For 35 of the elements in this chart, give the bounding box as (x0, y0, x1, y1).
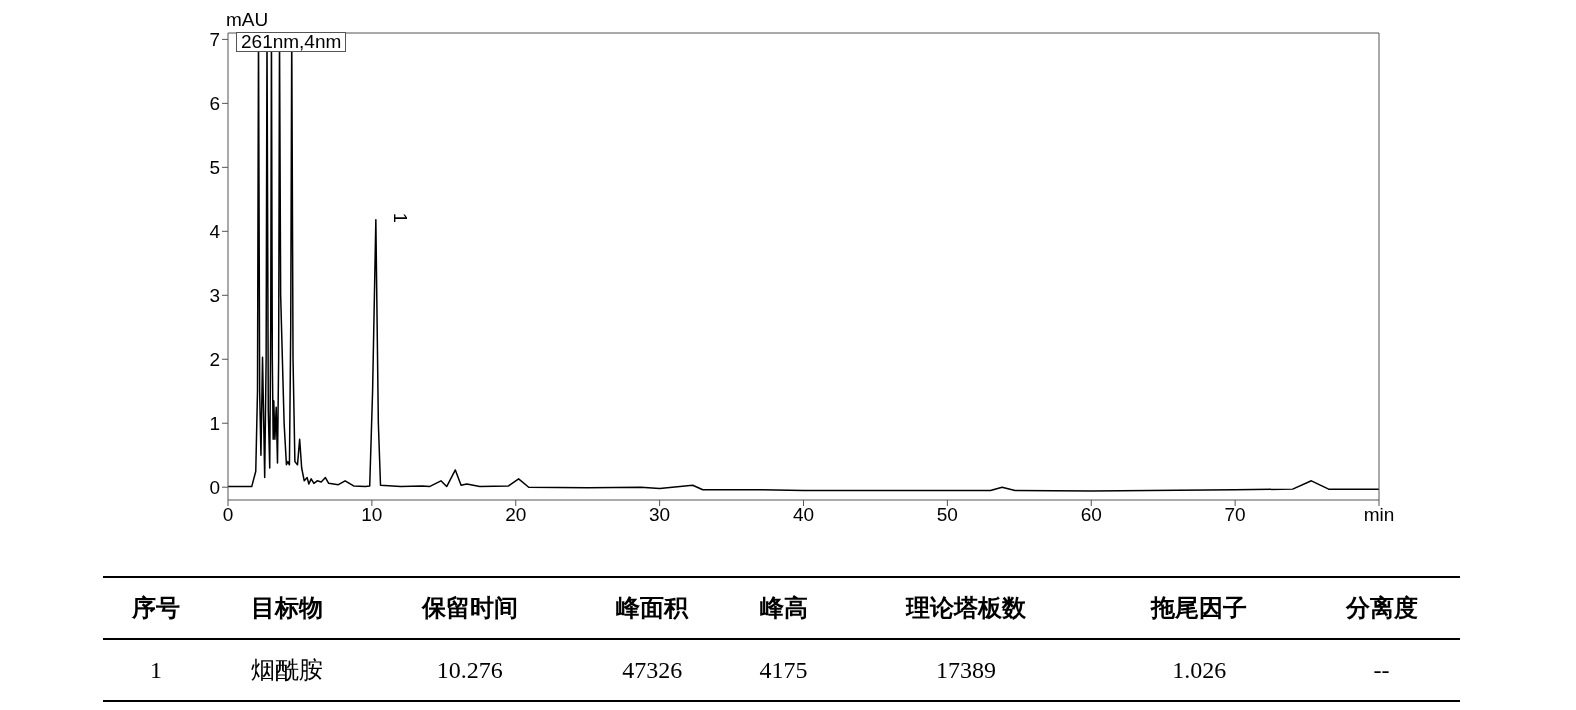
text: -- (1372, 655, 1391, 685)
x-tick-label: 10 (361, 504, 383, 526)
text: 理论塔板数 (904, 593, 1027, 624)
text: 1 (149, 655, 163, 685)
y-tick-label: 1 (209, 412, 220, 434)
y-tick-label: 5 (209, 157, 220, 179)
y-tick-label: 7 (209, 29, 220, 51)
y-tick-label: 2 (209, 349, 220, 371)
y-tick-label: 4 (209, 221, 221, 243)
x-tick-label: 30 (649, 504, 671, 526)
text: 保留时间 (420, 593, 519, 624)
text: 4175 (758, 655, 809, 685)
x-tick-label: 60 (1080, 504, 1102, 526)
text: 峰高 (758, 593, 809, 624)
text: 烟酰胺 (250, 656, 325, 685)
text: 目标物 (250, 593, 325, 624)
y-tick-label: 3 (209, 285, 220, 307)
text: 序号 (131, 593, 181, 624)
annotation: 1 (389, 212, 410, 223)
text: 拖尾因子 (1149, 593, 1249, 624)
x-tick-label: 50 (936, 504, 958, 526)
text: 分离度 (1344, 593, 1419, 624)
text: 17389 (934, 655, 997, 685)
x-tick-label: min (1363, 504, 1395, 526)
x-tick-label: 40 (792, 504, 815, 526)
x-tick-label: 20 (505, 504, 527, 526)
x-tick-label: 70 (1224, 504, 1246, 526)
text: 47326 (621, 655, 684, 685)
text: 峰面积 (615, 593, 690, 624)
y-tick-label: 0 (209, 476, 220, 498)
annotation: 261nm,4nm (236, 31, 347, 52)
text: 1.026 (1171, 655, 1228, 685)
y-tick-label: 6 (209, 93, 220, 115)
y-axis-title: mAU (226, 9, 269, 30)
text: 10.276 (435, 655, 504, 685)
